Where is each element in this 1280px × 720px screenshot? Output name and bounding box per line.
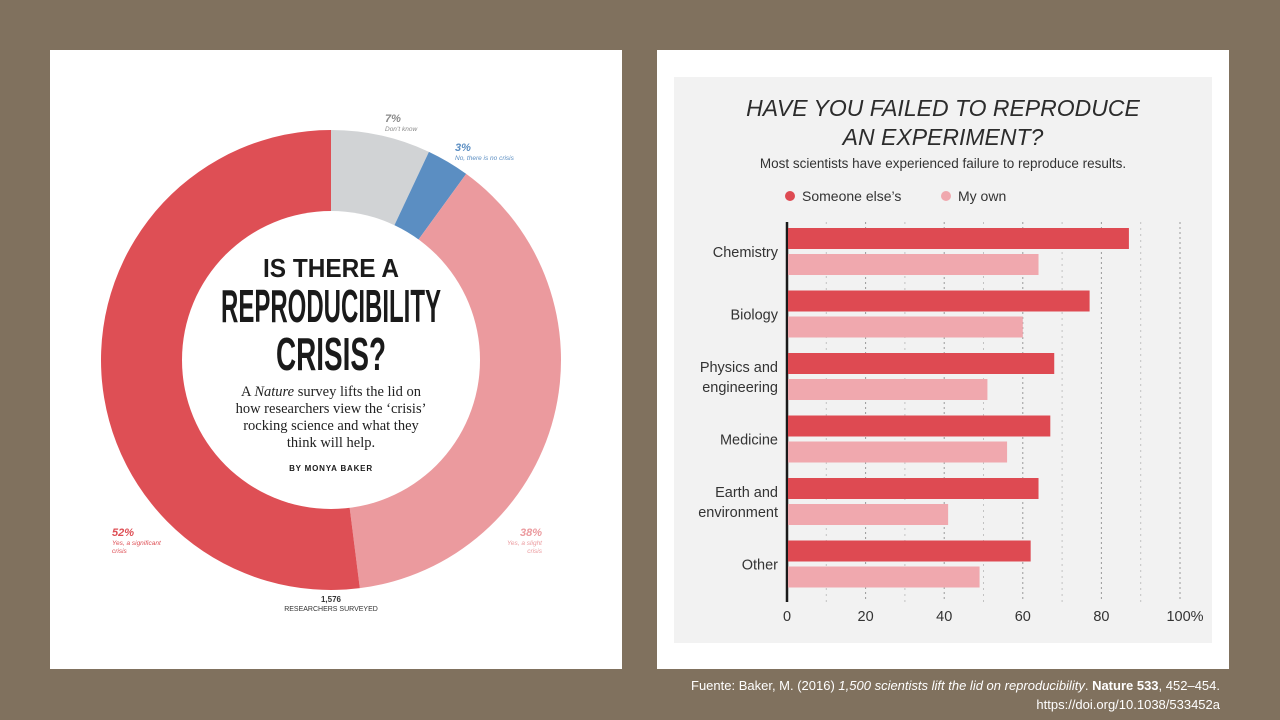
bar-other-my-own bbox=[788, 566, 980, 588]
x-tick-label-60: 60 bbox=[1015, 609, 1031, 625]
byline: BY MONYA BAKER bbox=[289, 464, 373, 473]
bar-physics-and-engineering-my-own bbox=[788, 379, 988, 400]
category-label-physics-and-engineering: Physics and engineering bbox=[700, 360, 778, 396]
legend-someone-else-label: Someone else’s bbox=[802, 188, 901, 204]
deck-line-3: rocking science and what they bbox=[243, 418, 419, 434]
value-label-significant: 52% bbox=[112, 527, 134, 539]
bar-earth-and-environment-my-own bbox=[788, 504, 949, 525]
total-label: RESEARCHERS SURVEYED bbox=[284, 606, 378, 613]
bar-physics-and-engineering-someone-else bbox=[788, 353, 1055, 374]
category-label-no-crisis: No, there is no crisis bbox=[455, 155, 515, 162]
category-label-chemistry: Chemistry bbox=[713, 245, 779, 261]
bar-chemistry-someone-else bbox=[788, 228, 1129, 249]
deck-line-4: think will help. bbox=[287, 435, 375, 451]
deck-prefix: A bbox=[241, 384, 254, 400]
total-count: 1,576 bbox=[321, 595, 342, 604]
legend-my-own-swatch bbox=[941, 191, 951, 201]
legend-my-own-label: My own bbox=[958, 188, 1006, 204]
donut-hole bbox=[182, 211, 480, 509]
donut-figure-panel: 52% Yes, a significant crisis 38% Yes, a sli… bbox=[50, 50, 622, 669]
chart-subtitle: Most scientists have experienced failure… bbox=[760, 156, 1126, 171]
x-tick-label-0: 0 bbox=[783, 609, 791, 625]
source-citation: Fuente: Baker, M. (2016) 1,500 scientist… bbox=[520, 676, 1220, 714]
bar-other-someone-else bbox=[788, 540, 1031, 562]
value-label-dont-know: 7% bbox=[385, 113, 401, 125]
deck-italic: Nature bbox=[253, 384, 294, 400]
donut-chart: 52%Yes, a significant crisis 38%Yes, a sli… bbox=[101, 113, 561, 613]
bar-chemistry-my-own bbox=[788, 254, 1039, 275]
category-label-significant: Yes, a significant crisis bbox=[112, 540, 162, 555]
headline-line-3: CRISIS? bbox=[276, 328, 386, 380]
citation-doi[interactable]: https://doi.org/10.1038/533452a bbox=[1036, 697, 1220, 712]
category-label-dont-know: Don’t know bbox=[385, 126, 418, 133]
x-tick-label-40: 40 bbox=[936, 609, 952, 625]
headline-line-1: IS THERE A bbox=[263, 253, 399, 283]
x-tick-label-100: 100% bbox=[1166, 609, 1203, 625]
headline-line-2: REPRODUCIBILITY bbox=[221, 280, 441, 332]
deck-rest: survey lifts the lid on bbox=[294, 384, 422, 400]
bar-medicine-someone-else bbox=[788, 415, 1051, 437]
value-label-slight: 38% bbox=[520, 527, 542, 539]
citation-line-1: Fuente: Baker, M. (2016) 1,500 scientist… bbox=[691, 678, 1220, 693]
citation-title: 1,500 scientists lift the lid on reprodu… bbox=[838, 678, 1085, 693]
x-tick-label-80: 80 bbox=[1093, 609, 1109, 625]
bar-earth-and-environment-someone-else bbox=[788, 478, 1039, 499]
citation-journal: Nature 533 bbox=[1092, 678, 1159, 693]
category-label-biology: Biology bbox=[730, 308, 778, 324]
category-label-slight: Yes, a slight crisis bbox=[507, 540, 543, 555]
bar-biology-someone-else bbox=[788, 290, 1090, 312]
bar-biology-my-own bbox=[788, 316, 1023, 338]
value-label-no-crisis: 3% bbox=[455, 142, 471, 154]
x-tick-label-20: 20 bbox=[858, 609, 874, 625]
legend-someone-else-swatch bbox=[785, 191, 795, 201]
bar-chart: HAVE YOU FAILED TO REPRODUCE AN EXPERIMEN… bbox=[698, 95, 1203, 625]
chart-title-line-2: AN EXPERIMENT? bbox=[841, 124, 1044, 150]
category-label-medicine: Medicine bbox=[720, 433, 778, 449]
deck-line-1: A Nature survey lifts the lid on bbox=[241, 384, 422, 400]
category-label-earth-and-environment: Earth and environment bbox=[698, 485, 778, 521]
category-label-other: Other bbox=[742, 558, 778, 574]
citation-pages: , 452–454. bbox=[1158, 678, 1220, 693]
citation-prefix: Fuente: Baker, M. (2016) bbox=[691, 678, 839, 693]
bar-medicine-my-own bbox=[788, 441, 1008, 463]
chart-title-line-1: HAVE YOU FAILED TO REPRODUCE bbox=[746, 95, 1140, 121]
bar-figure-panel: HAVE YOU FAILED TO REPRODUCE AN EXPERIMEN… bbox=[657, 50, 1229, 669]
deck-line-2: how researchers view the ‘crisis’ bbox=[236, 401, 427, 417]
